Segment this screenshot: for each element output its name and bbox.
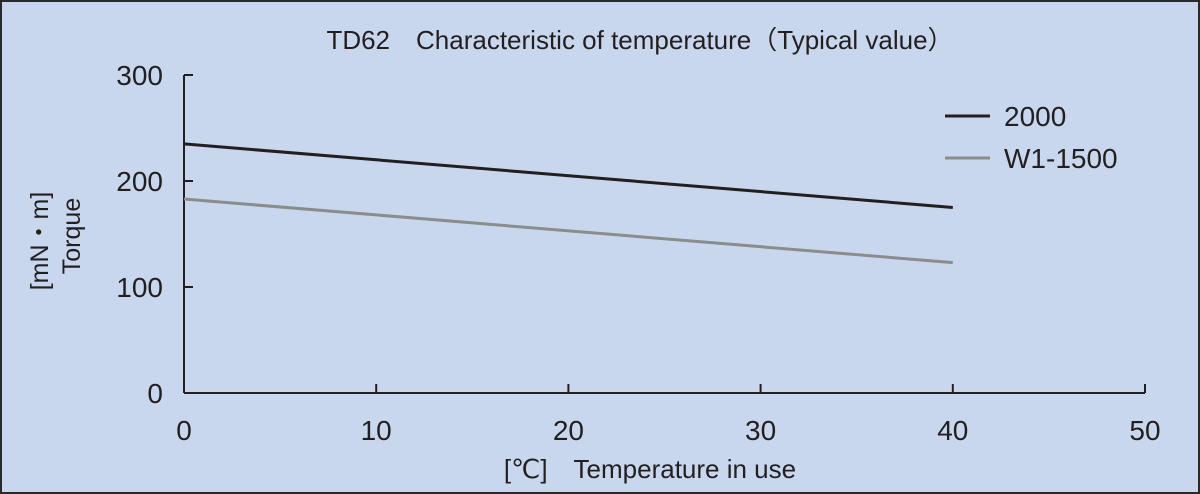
series-line-1: [183, 197, 953, 265]
y-tick-label: 300: [116, 60, 163, 91]
x-tick-label: 0: [176, 415, 192, 446]
x-tick-label: 40: [937, 415, 968, 446]
axes: [183, 75, 1145, 394]
x-tick-label: 20: [553, 415, 584, 446]
y-axis-label: Torque: [58, 198, 86, 274]
ticks: 0 10 20 30 40 50 0 100 200 300: [116, 60, 1160, 446]
chart-title: TD62 Characteristic of temperature（Typic…: [326, 25, 953, 55]
series-line-0: [183, 142, 953, 209]
y-tick-label: 100: [116, 272, 163, 303]
y-tick-label: 200: [116, 166, 163, 197]
legend-label-1: W1-1500: [1004, 143, 1118, 174]
legend-label-0: 2000: [1004, 101, 1066, 132]
x-tick-label: 30: [745, 415, 776, 446]
x-tick-label: 50: [1129, 415, 1160, 446]
legend: 2000 W1-1500: [945, 101, 1118, 174]
x-tick-label: 10: [361, 415, 392, 446]
y-tick-label: 0: [147, 378, 163, 409]
series-lines: [183, 142, 953, 265]
y-axis-unit-label: [mN・m]: [26, 192, 54, 291]
x-axis-label: [℃] Temperature in use: [504, 454, 796, 484]
